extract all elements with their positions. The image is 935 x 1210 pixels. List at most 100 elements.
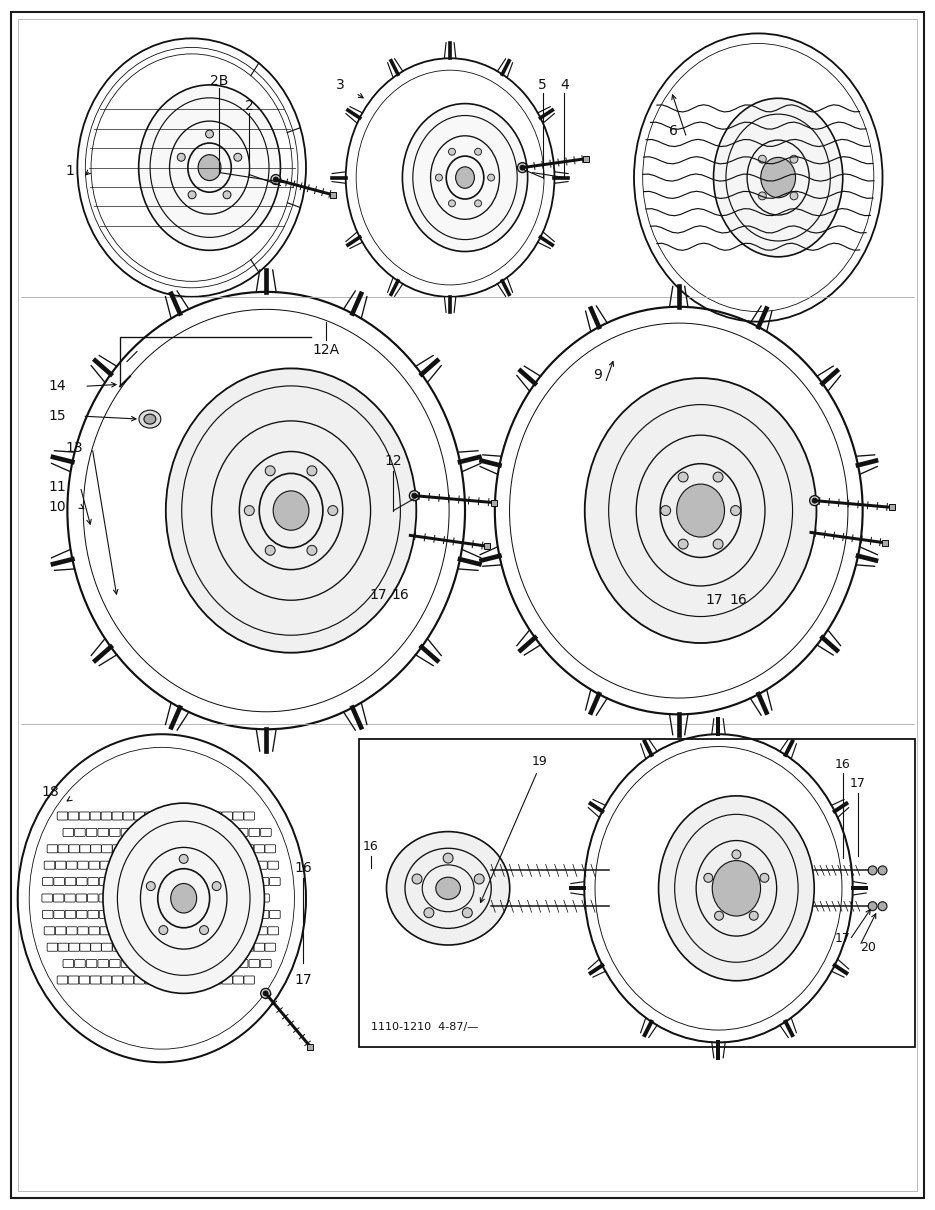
Circle shape (678, 540, 688, 549)
Text: 17: 17 (850, 778, 866, 790)
Text: 16: 16 (295, 862, 312, 875)
Ellipse shape (677, 484, 725, 537)
Ellipse shape (144, 414, 156, 424)
Circle shape (449, 149, 455, 155)
Circle shape (328, 506, 338, 515)
Text: 14: 14 (49, 379, 66, 393)
Circle shape (410, 491, 419, 501)
Text: 12: 12 (384, 454, 402, 468)
Circle shape (517, 162, 527, 173)
Circle shape (307, 466, 317, 476)
Circle shape (436, 174, 442, 182)
Circle shape (758, 192, 767, 200)
Ellipse shape (584, 378, 816, 643)
Circle shape (475, 149, 482, 155)
Text: 5: 5 (539, 79, 547, 92)
Text: 17: 17 (835, 932, 851, 945)
Text: 9: 9 (593, 368, 601, 382)
Text: 2: 2 (245, 99, 253, 113)
Ellipse shape (761, 157, 796, 197)
Circle shape (178, 154, 185, 161)
Circle shape (443, 853, 453, 863)
Circle shape (732, 849, 741, 859)
Text: 16: 16 (392, 588, 410, 603)
Ellipse shape (878, 901, 887, 911)
Circle shape (462, 908, 472, 917)
Text: 1: 1 (66, 163, 75, 178)
Circle shape (475, 200, 482, 207)
Circle shape (813, 499, 817, 503)
Text: 15: 15 (49, 409, 66, 423)
Circle shape (758, 155, 767, 163)
Ellipse shape (198, 155, 221, 180)
Text: 20: 20 (859, 941, 875, 955)
Circle shape (266, 546, 275, 555)
Circle shape (760, 874, 769, 882)
Circle shape (488, 174, 495, 182)
Text: 17: 17 (295, 973, 311, 987)
Text: 16: 16 (835, 757, 851, 771)
Text: 13: 13 (65, 440, 83, 455)
Circle shape (661, 506, 670, 515)
Ellipse shape (658, 796, 814, 981)
Ellipse shape (868, 866, 877, 875)
Circle shape (449, 200, 455, 207)
Ellipse shape (171, 883, 196, 914)
Text: 10: 10 (49, 500, 66, 513)
Text: 11: 11 (49, 479, 66, 494)
Ellipse shape (138, 85, 280, 250)
Text: 16: 16 (729, 593, 747, 607)
Circle shape (188, 191, 196, 198)
Ellipse shape (713, 98, 842, 257)
Circle shape (520, 165, 525, 171)
Circle shape (223, 191, 231, 198)
Ellipse shape (878, 866, 887, 875)
Circle shape (212, 882, 221, 891)
Circle shape (749, 911, 758, 920)
Circle shape (199, 926, 209, 934)
Text: 18: 18 (42, 785, 59, 799)
Ellipse shape (436, 877, 460, 899)
Circle shape (474, 874, 484, 885)
Circle shape (266, 466, 275, 476)
Circle shape (730, 506, 741, 515)
Circle shape (244, 506, 254, 515)
Ellipse shape (868, 901, 877, 911)
Text: 12A: 12A (312, 342, 339, 357)
Ellipse shape (103, 803, 265, 993)
Circle shape (412, 874, 422, 885)
Circle shape (180, 854, 188, 864)
Ellipse shape (139, 410, 161, 428)
Circle shape (146, 882, 155, 891)
Circle shape (234, 154, 242, 161)
Circle shape (714, 911, 724, 920)
Text: 3: 3 (337, 79, 345, 92)
Ellipse shape (402, 104, 527, 252)
Text: 6: 6 (669, 123, 678, 138)
Circle shape (810, 496, 820, 506)
Text: 17: 17 (369, 588, 387, 603)
Text: 1110-1210  4-87/—: 1110-1210 4-87/— (370, 1022, 478, 1032)
Circle shape (424, 908, 434, 917)
Circle shape (273, 177, 279, 182)
Circle shape (790, 192, 798, 200)
Ellipse shape (386, 831, 510, 945)
Circle shape (159, 926, 168, 934)
Circle shape (713, 540, 723, 549)
Ellipse shape (712, 860, 760, 916)
Circle shape (206, 129, 213, 138)
Circle shape (713, 472, 723, 482)
Text: 4: 4 (560, 79, 568, 92)
Circle shape (411, 494, 417, 499)
Circle shape (678, 472, 688, 482)
Text: 2B: 2B (210, 74, 229, 88)
Ellipse shape (165, 368, 416, 652)
Circle shape (271, 174, 280, 184)
Ellipse shape (273, 491, 309, 530)
Ellipse shape (455, 167, 474, 189)
Text: 17: 17 (706, 593, 724, 607)
Circle shape (263, 991, 268, 996)
Bar (359, 739, 915, 1048)
Text: 16: 16 (363, 840, 379, 853)
Circle shape (790, 155, 798, 163)
